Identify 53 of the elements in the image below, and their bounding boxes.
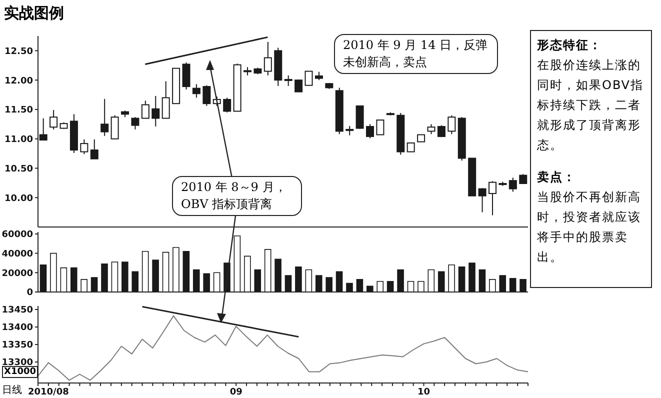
y-tick-label: 0 <box>26 288 33 298</box>
text: 当股价不再创新高时，投资者就应该将手中的股票卖出。 <box>537 189 642 266</box>
y-tick-label: 20000 <box>2 268 33 279</box>
y-tick-label: 12.00 <box>4 76 33 86</box>
annotation: 2010 年 8～9 月，OBV 指标顶背离 <box>172 176 302 216</box>
candlestick <box>192 84 200 98</box>
candlestick <box>80 138 88 155</box>
y-tick-label: 11.50 <box>4 106 33 116</box>
candlestick <box>50 110 58 130</box>
candlestick <box>519 174 528 184</box>
x-tick-label: 09 <box>230 387 242 398</box>
x-tick-label: 2010/08 <box>28 387 69 398</box>
y-tick-label: 40000 <box>2 249 33 260</box>
candlestick <box>376 120 384 136</box>
y-tick-label: 13300 <box>2 358 33 368</box>
y-tick-label: 11.00 <box>4 135 33 146</box>
candlestick <box>182 62 190 90</box>
text: 在股价连续上涨的同时，如果OBV指标持续下跌，二者就形成了顶背离形态。 <box>537 57 645 154</box>
candlestick <box>90 138 98 160</box>
candlestick <box>488 180 497 216</box>
candlestick <box>131 116 140 130</box>
candlestick <box>284 74 292 86</box>
candlestick <box>304 70 313 86</box>
y-tick-label: 60000 <box>2 230 33 240</box>
candlestick <box>448 114 456 135</box>
text: 卖点： <box>537 169 577 186</box>
y-tick-label: 13450 <box>2 306 33 316</box>
candlestick <box>100 98 109 136</box>
text: 日线 <box>2 384 22 397</box>
y-tick-label: 10.50 <box>4 164 33 174</box>
candlestick <box>162 80 170 119</box>
candlestick <box>202 84 211 106</box>
candlestick <box>478 188 486 213</box>
candlestick <box>294 78 303 92</box>
y-tick-label: 12.50 <box>4 46 33 57</box>
candlestick <box>427 124 436 135</box>
candlestick <box>264 41 272 76</box>
text: 形态特征： <box>537 37 603 54</box>
y-axis-title: X1000 <box>2 366 38 378</box>
y-tick-label: 10.00 <box>4 194 33 204</box>
annotation: 2010 年 9 月 14 日，反弹未创新高，卖点 <box>334 34 498 74</box>
candlestick <box>223 97 232 113</box>
candlestick <box>356 105 364 130</box>
candlestick <box>346 125 354 136</box>
candlestick <box>366 124 374 139</box>
candlestick <box>141 100 150 119</box>
x-tick-label: 10 <box>417 387 430 398</box>
chart-title: 实战图例 <box>4 4 64 23</box>
y-tick-label: 13350 <box>2 340 33 351</box>
candlestick <box>152 95 160 128</box>
y-tick-label: 13400 <box>2 323 33 334</box>
candlestick <box>508 177 517 192</box>
candlestick <box>110 114 119 140</box>
